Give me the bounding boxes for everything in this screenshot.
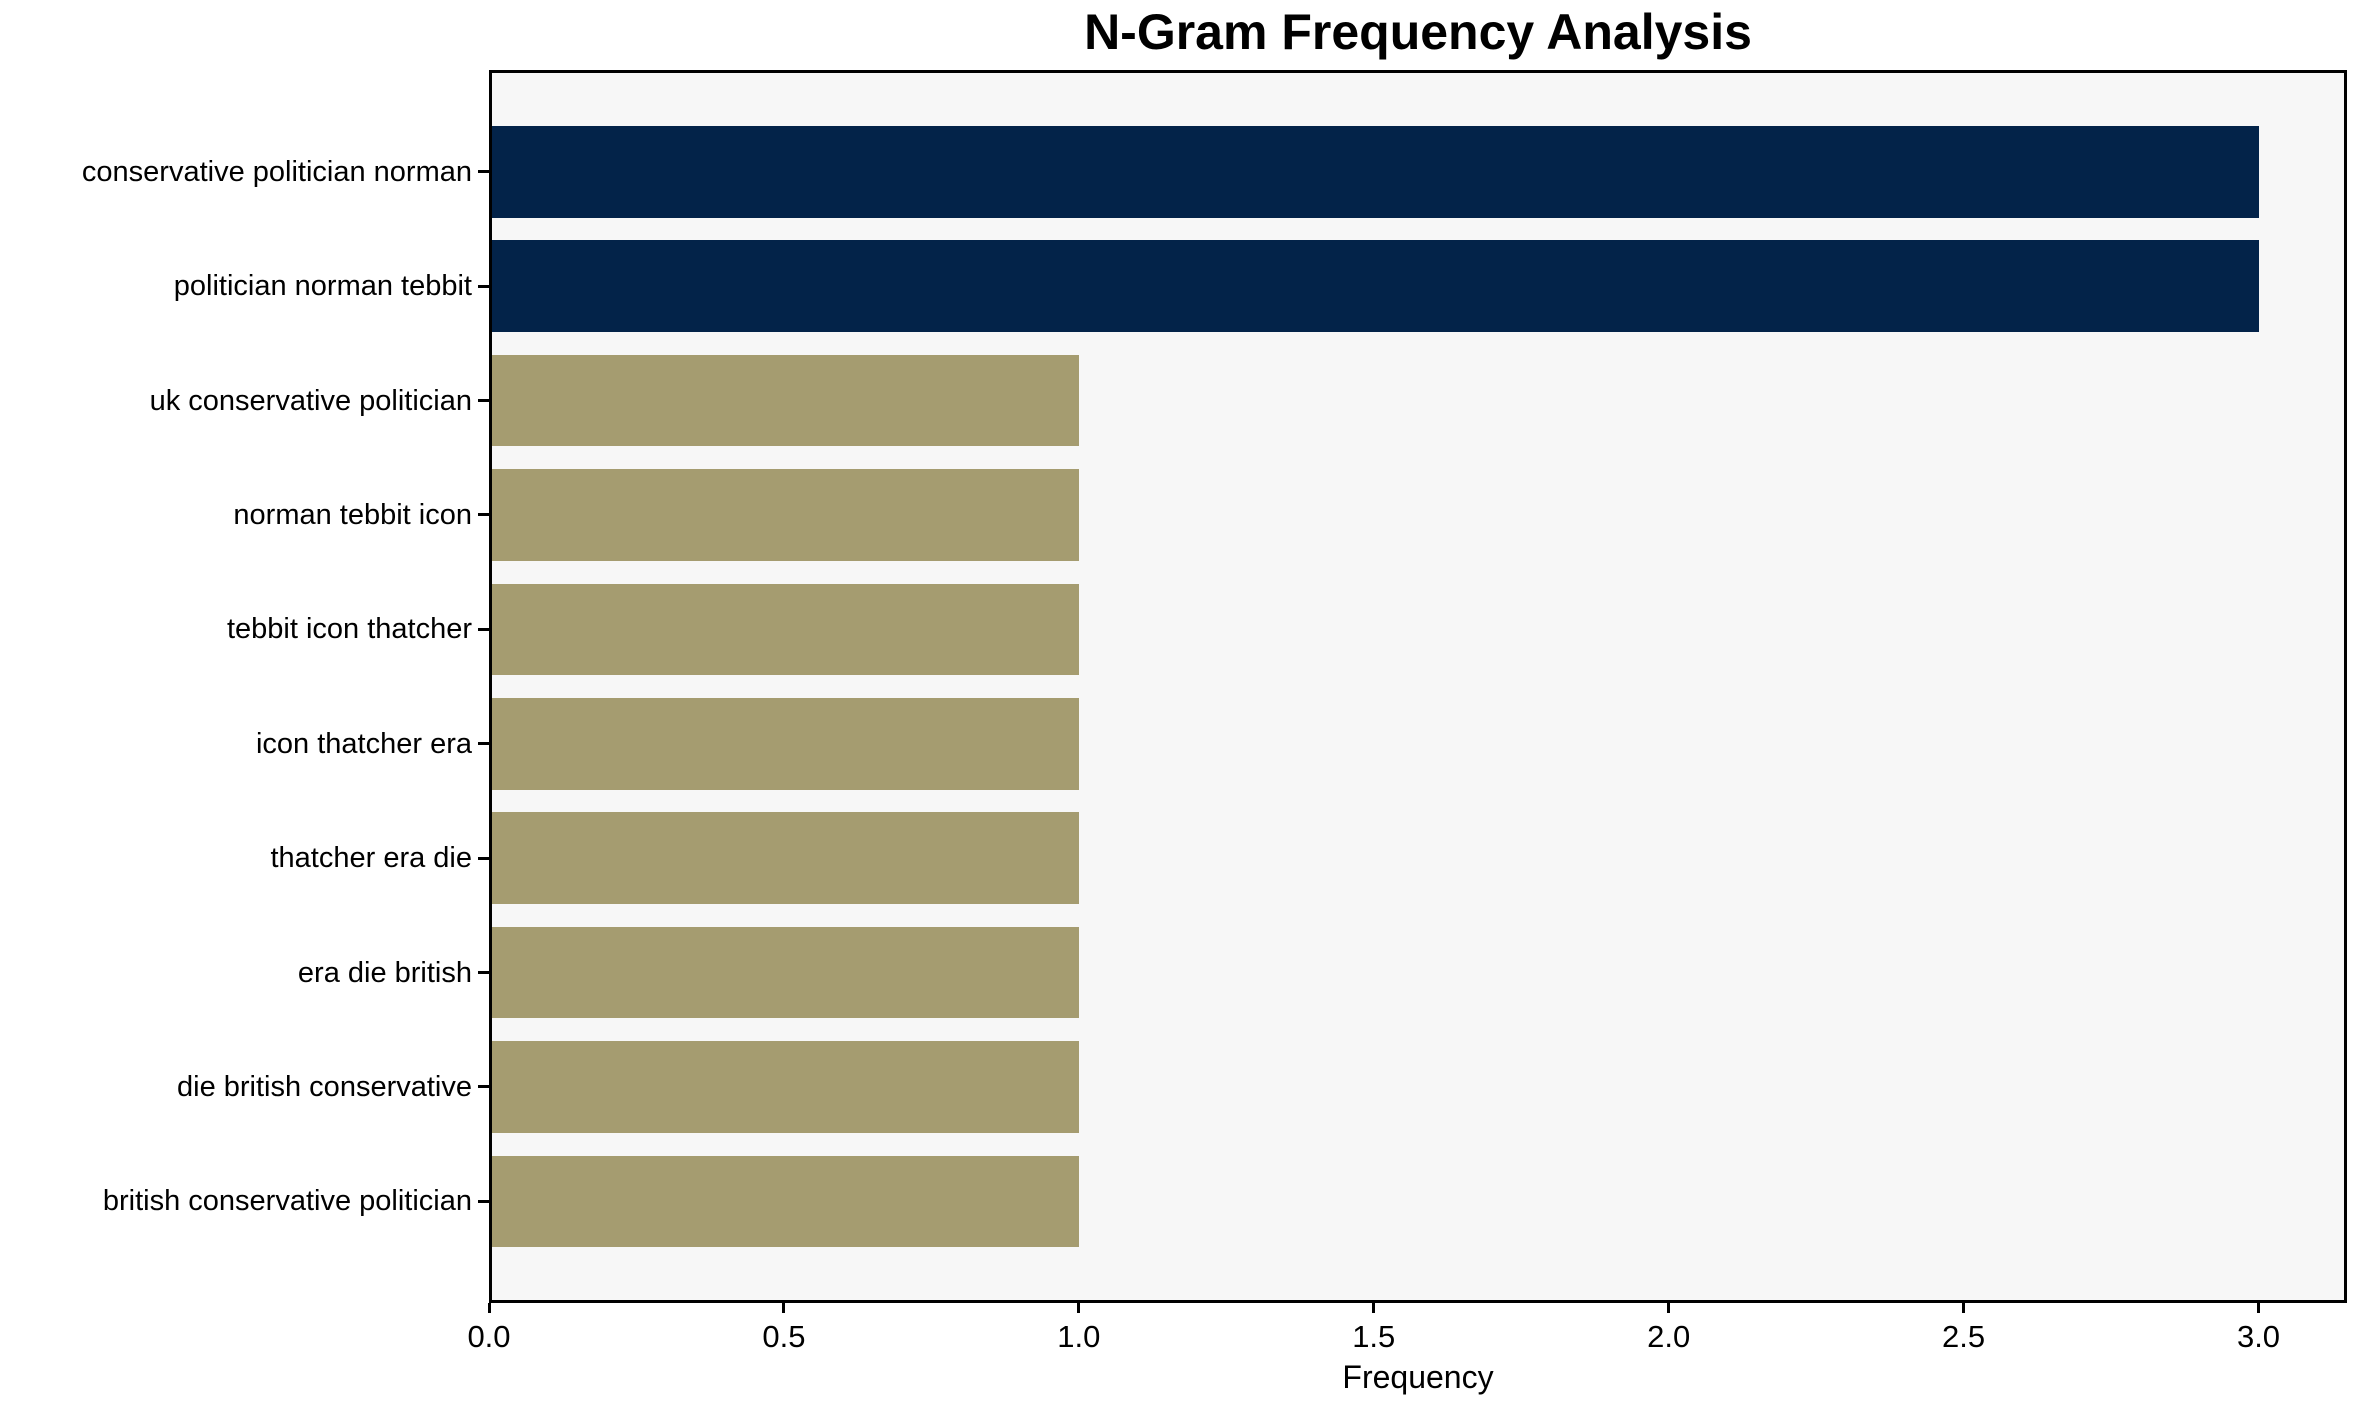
y-tick-mark: [478, 742, 489, 746]
y-tick-label: british conservative politician: [102, 1185, 472, 1218]
x-tick-label: 2.0: [1647, 1319, 1691, 1354]
y-tick-mark: [478, 1085, 489, 1089]
y-tick-label: thatcher era die: [270, 842, 472, 875]
y-tick-label: uk conservative politician: [149, 384, 472, 417]
bar: [492, 1041, 1079, 1133]
x-tick-label: 1.5: [1352, 1319, 1396, 1354]
x-tick-mark: [1372, 1303, 1376, 1313]
x-tick-label: 0.0: [467, 1319, 511, 1354]
y-tick-label: era die british: [297, 956, 472, 989]
y-tick-mark: [478, 399, 489, 403]
x-tick-mark: [782, 1303, 786, 1313]
chart-title: N-Gram Frequency Analysis: [1084, 4, 1752, 60]
x-axis-title: Frequency: [1342, 1359, 1494, 1395]
bar: [492, 698, 1079, 790]
x-tick-mark: [1077, 1303, 1081, 1313]
y-tick-mark: [478, 856, 489, 860]
bar: [492, 583, 1079, 676]
bar: [492, 240, 2259, 332]
bar: [492, 354, 1079, 447]
y-tick-mark: [478, 1199, 489, 1203]
y-tick-mark: [478, 170, 489, 174]
x-tick-mark: [487, 1303, 491, 1313]
y-tick-label: icon thatcher era: [255, 727, 472, 760]
y-tick-label: die british conservative: [177, 1070, 472, 1103]
bar: [492, 126, 2259, 218]
y-tick-label: politician norman tebbit: [173, 270, 472, 303]
y-tick-mark: [478, 627, 489, 631]
y-tick-label: conservative politician norman: [81, 155, 472, 188]
y-tick-label: tebbit icon thatcher: [226, 613, 472, 646]
bar: [492, 469, 1079, 561]
y-tick-mark: [478, 513, 489, 517]
bar: [492, 812, 1079, 904]
x-tick-label: 1.0: [1057, 1319, 1101, 1354]
y-tick-label: norman tebbit icon: [233, 498, 472, 531]
x-tick-label: 3.0: [2236, 1319, 2281, 1354]
bar: [492, 926, 1079, 1019]
x-tick-mark: [2257, 1303, 2261, 1313]
x-tick-mark: [1667, 1303, 1671, 1313]
bar: [492, 1155, 1079, 1248]
x-tick-label: 0.5: [762, 1319, 806, 1354]
y-tick-mark: [478, 284, 489, 288]
x-tick-label: 2.5: [1942, 1319, 1986, 1354]
x-tick-mark: [1962, 1303, 1966, 1313]
y-tick-mark: [478, 971, 489, 975]
